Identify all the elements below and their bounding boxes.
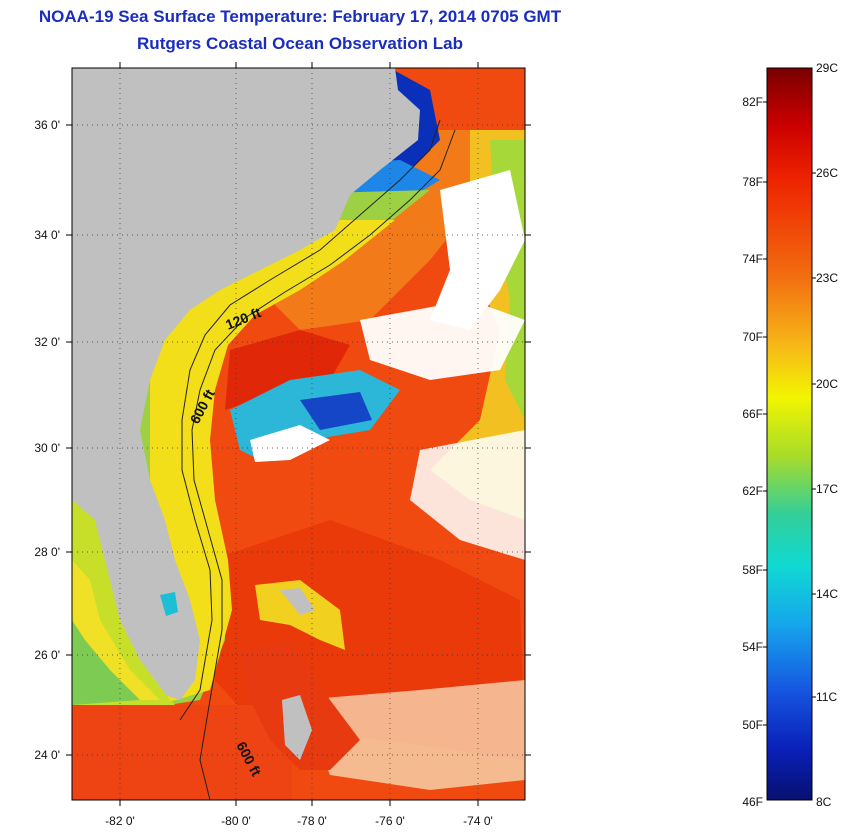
- andros-island: [282, 695, 312, 760]
- graticule: [72, 68, 525, 800]
- colorbar-label-8c: 8C: [816, 795, 832, 809]
- florida-straits: [72, 705, 292, 800]
- gulf-stream-core: [225, 330, 350, 410]
- colorbar-label-14c: 14C: [816, 587, 839, 601]
- colorbar-label-74f: 74F: [742, 252, 763, 266]
- colorbar-ticks: [763, 101, 816, 726]
- lat-label-30: 30 0': [34, 441, 60, 455]
- axis-ticks: [66, 62, 531, 806]
- colorbar-gradient: [766, 67, 813, 801]
- colorbar-label-26c: 26C: [816, 166, 839, 180]
- colorbar-label-62f: 62F: [742, 484, 763, 498]
- lat-label-26: 26 0': [34, 648, 60, 662]
- lat-label-32: 32 0': [34, 335, 60, 349]
- lat-label-28: 28 0': [34, 545, 60, 559]
- land-southeast-us: [72, 68, 420, 700]
- cloud-eddy: [250, 425, 330, 462]
- lon-label-80: -80 0': [221, 814, 251, 828]
- map-frame: [71, 67, 526, 801]
- colorbar-label-23c: 23C: [816, 271, 839, 285]
- colorbar-label-50f: 50F: [742, 718, 763, 732]
- lon-label-82: -82 0': [105, 814, 135, 828]
- lat-label-36: 36 0': [34, 118, 60, 132]
- colorbar-label-78f: 78F: [742, 175, 763, 189]
- cool-eddy-core: [300, 392, 372, 430]
- colorbar-label-82f: 82F: [742, 95, 763, 109]
- cloud-east: [410, 430, 525, 560]
- contour-600ft: [191, 129, 456, 800]
- lon-label-76: -76 0': [375, 814, 405, 828]
- cloud-south: [300, 680, 525, 790]
- lon-label-74: -74 0': [463, 814, 493, 828]
- cloud-north: [430, 170, 525, 330]
- colorbar-label-46f: 46F: [742, 795, 763, 809]
- colorbar-label-70f: 70F: [742, 330, 763, 344]
- bahama-island: [280, 588, 315, 615]
- colorbar-label-17c: 17C: [816, 482, 839, 496]
- map-subtitle: Rutgers Coastal Ocean Observation Lab: [137, 34, 463, 53]
- gulf-shelf-green: [72, 620, 140, 705]
- cloud-mid: [360, 300, 525, 380]
- map-title: NOAA-19 Sea Surface Temperature: Februar…: [38, 7, 562, 26]
- colorbar-label-58f: 58F: [742, 563, 763, 577]
- lat-label-34: 34 0': [34, 228, 60, 242]
- lat-label-24: 24 0': [34, 748, 60, 762]
- colorbar-label-54f: 54F: [742, 640, 763, 654]
- lake-okeechobee: [160, 592, 178, 616]
- colorbar-label-29c: 29C: [816, 61, 839, 75]
- colorbar-label-66f: 66F: [742, 407, 763, 421]
- colorbar-label-20c: 20C: [816, 377, 839, 391]
- colorbar-label-11c: 11C: [816, 690, 838, 704]
- lon-label-78: -78 0': [297, 814, 327, 828]
- contour-120ft: [179, 119, 441, 721]
